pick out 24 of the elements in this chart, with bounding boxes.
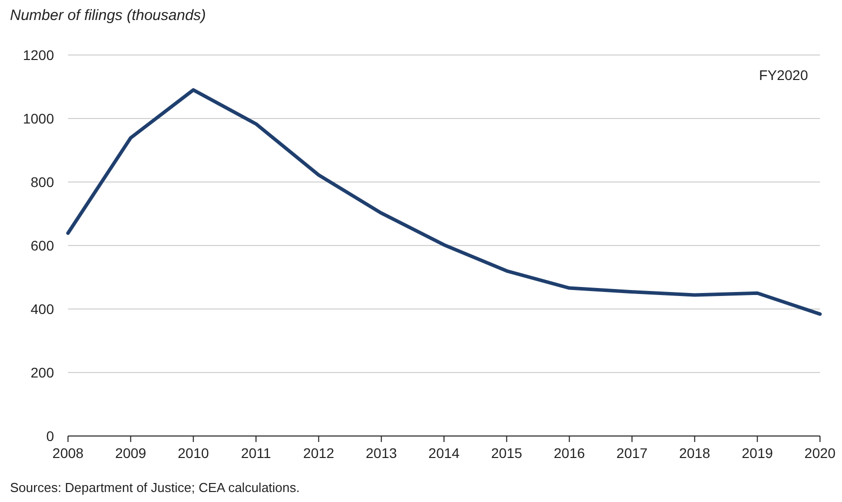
y-tick-label: 400	[30, 300, 54, 317]
x-tick-label: 2020	[804, 445, 836, 461]
source-note: Sources: Department of Justice; CEA calculations.	[10, 480, 300, 495]
y-tick-label: 1200	[22, 46, 54, 63]
annotation: FY2020	[758, 67, 808, 83]
y-tick-label: 1000	[22, 110, 54, 126]
x-tick-label: 2014	[428, 445, 460, 461]
y-tick-label: 200	[30, 364, 54, 380]
x-tick-label: 2009	[115, 445, 146, 461]
x-tick-label: 2015	[491, 445, 522, 461]
y-axis-title: Number of filings (thousands)	[10, 7, 206, 24]
x-tick-label: 2018	[679, 445, 710, 461]
line-series	[66, 88, 822, 316]
y-tick-label: 800	[30, 174, 54, 190]
y-tick-label: 0	[46, 428, 54, 444]
x-tick-label: 2016	[554, 445, 586, 461]
y-tick-label: 600	[30, 237, 54, 254]
x-tick-label: 2013	[366, 445, 398, 461]
x-tick-label: 2008	[52, 445, 84, 461]
x-tick-label: 2012	[303, 445, 334, 461]
x-tick-label: 2019	[742, 445, 774, 461]
x-tick-label: 2010	[178, 445, 210, 461]
x-tick-label: 2017	[616, 445, 648, 461]
x-tick-label: 2011	[240, 445, 272, 461]
